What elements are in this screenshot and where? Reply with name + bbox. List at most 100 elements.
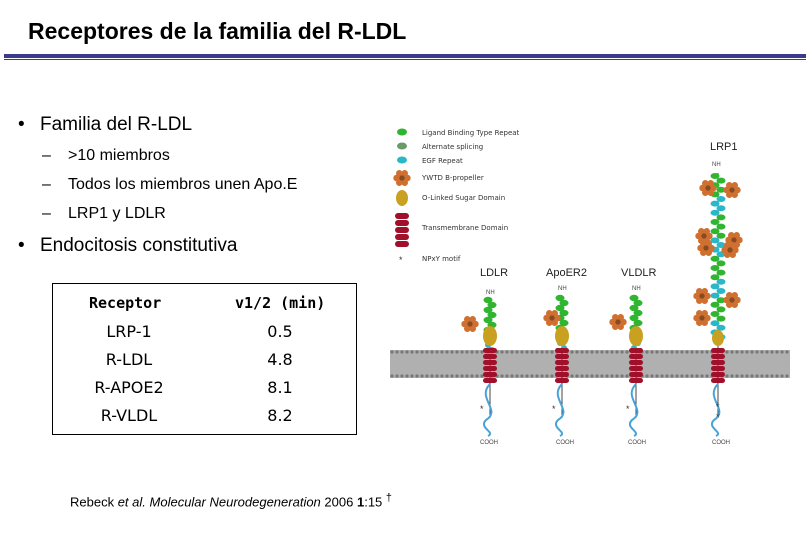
transmembrane-segment	[483, 354, 497, 359]
lipid-head	[395, 350, 399, 354]
subitem-text: Todos los miembros unen Apo.E	[68, 176, 298, 193]
lipid-head	[505, 374, 509, 378]
egf-repeat	[710, 209, 720, 216]
cell-receptor: R-LDL	[105, 350, 153, 369]
transmembrane-segment	[711, 378, 725, 383]
dash: –	[42, 205, 51, 222]
lipid-head	[660, 374, 664, 378]
lipid-head	[475, 374, 479, 378]
lipid-head	[480, 374, 484, 378]
dash: –	[42, 147, 51, 164]
legend-swatch	[395, 220, 409, 226]
legend-swatch	[395, 234, 409, 240]
propeller-center	[699, 293, 705, 299]
ligand-repeat	[633, 309, 643, 317]
bullet-familia: • Familia del R-LDL	[18, 114, 192, 136]
ldlr-family-figure: Ligand Binding Type Repeat Alternate spl…	[380, 118, 794, 454]
cytoplasmic-tail	[629, 383, 639, 437]
citation-volume: 1	[356, 494, 365, 510]
propeller-blade	[551, 310, 558, 317]
lipid-head	[695, 350, 699, 354]
propeller-blade	[707, 189, 714, 196]
lipid-head	[510, 374, 514, 378]
dash: –	[42, 176, 51, 193]
bullet-text: Familia del R-LDL	[40, 114, 193, 135]
lipid-head	[445, 350, 449, 354]
lipid-head	[445, 374, 449, 378]
cytoplasmic-tail	[483, 383, 493, 437]
lipid-head	[750, 374, 754, 378]
propeller-blade	[724, 242, 731, 249]
transmembrane-segment	[629, 354, 643, 359]
ligand-repeat	[483, 296, 493, 304]
propeller-center	[467, 321, 473, 327]
lipid-head	[725, 374, 729, 378]
propeller-blade	[401, 170, 408, 177]
egf-repeat	[716, 205, 726, 212]
npxy-motif: *	[552, 404, 556, 414]
propeller-blade	[464, 316, 471, 323]
ligand-repeat	[710, 301, 720, 308]
c-terminus-label: COOH	[556, 440, 574, 446]
ligand-repeat	[555, 304, 565, 312]
ligand-repeat	[555, 294, 565, 302]
transmembrane-segment	[483, 360, 497, 365]
cell-halflife: 0.5	[267, 322, 293, 341]
ligand-repeat	[716, 306, 726, 313]
lipid-head	[765, 350, 769, 354]
c-terminus-label: COOH	[628, 440, 646, 446]
citation: Rebeck et al. Molecular Neurodegeneratio…	[70, 492, 392, 509]
lipid-head	[670, 374, 674, 378]
legend-label: O-Linked Sugar Domain	[422, 194, 505, 202]
ligand-repeat	[487, 301, 497, 309]
transmembrane-segment	[711, 366, 725, 371]
propeller-blade	[612, 314, 619, 321]
lipid-head	[590, 374, 594, 378]
lipid-head	[605, 374, 609, 378]
propeller-center	[701, 233, 707, 239]
sugar-domain	[629, 326, 643, 346]
propeller-blade	[701, 310, 708, 317]
lipid-head	[760, 374, 764, 378]
propeller-center	[729, 187, 735, 193]
propeller-blade	[401, 179, 408, 186]
propeller-blade	[729, 242, 736, 249]
legend-swatch	[395, 227, 409, 233]
ligand-repeat	[633, 319, 643, 327]
npxy-motif: *	[480, 404, 484, 414]
ligand-repeat	[716, 177, 726, 184]
lipid-head	[725, 350, 729, 354]
lipid-head	[440, 374, 444, 378]
transmembrane-segment	[555, 354, 569, 359]
lipid-head	[775, 374, 779, 378]
lipid-head	[675, 374, 679, 378]
ligand-repeat	[710, 255, 720, 262]
propeller-blade	[731, 292, 738, 299]
propeller-center	[727, 247, 733, 253]
lipid-head	[545, 374, 549, 378]
lipid-head	[700, 350, 704, 354]
transmembrane-segment	[555, 360, 569, 365]
ligand-repeat	[710, 228, 720, 235]
propeller-blade	[696, 310, 703, 317]
propeller-center	[399, 175, 405, 181]
header-receptor: Receptor	[89, 294, 162, 312]
ligand-repeat	[716, 260, 726, 267]
lipid-head	[775, 350, 779, 354]
propeller-blade	[396, 170, 403, 177]
lipid-head	[785, 374, 789, 378]
cell-receptor: R-APOE2	[94, 378, 164, 397]
lipid-head	[475, 350, 479, 354]
lipid-head	[755, 374, 759, 378]
legend-swatch	[396, 190, 408, 206]
lipid-head	[625, 350, 629, 354]
lipid-head	[390, 374, 394, 378]
lipid-head	[660, 350, 664, 354]
figure-background	[380, 118, 794, 454]
lipid-head	[530, 374, 534, 378]
lipid-head	[535, 350, 539, 354]
lipid-head	[395, 374, 399, 378]
lipid-head	[505, 350, 509, 354]
lipid-head	[430, 350, 434, 354]
propeller-center	[731, 237, 737, 243]
